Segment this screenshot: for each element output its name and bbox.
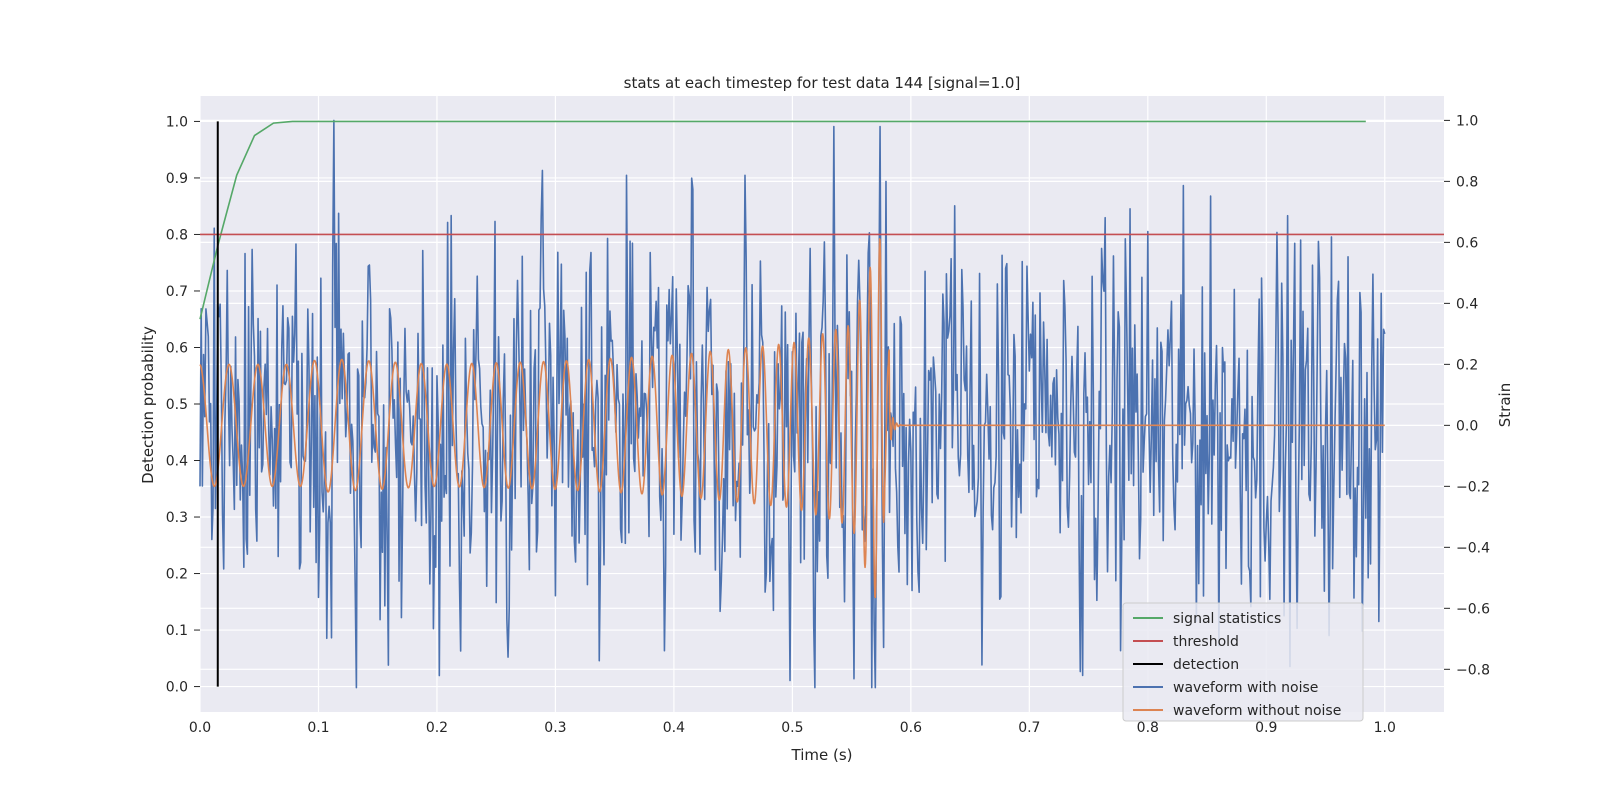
- x-tick-label: 0.5: [781, 720, 803, 736]
- legend-label: signal statistics: [1173, 611, 1281, 627]
- y-tick-label-right: 0.6: [1456, 235, 1478, 251]
- y-tick-label-right: −0.4: [1456, 540, 1490, 556]
- y-tick-label-right: −0.2: [1456, 479, 1490, 495]
- y-tick-label-left: 0.3: [166, 510, 188, 526]
- y-tick-label-right: 0.4: [1456, 296, 1478, 312]
- x-tick-label: 1.0: [1374, 720, 1396, 736]
- series-layer: [199, 119, 1444, 689]
- x-axis-label: Time (s): [791, 746, 853, 764]
- y-tick-label-left: 0.5: [166, 397, 188, 413]
- y-tick-label-right: −0.6: [1456, 601, 1490, 617]
- legend-label: waveform with noise: [1173, 680, 1318, 696]
- legend-box: [1122, 602, 1364, 722]
- y-tick-label-left: 1.0: [166, 114, 188, 130]
- y-tick-label-left: 0.8: [166, 227, 188, 243]
- y-tick-label-right: 1.0: [1456, 113, 1478, 129]
- y-tick-label-left: 0.1: [166, 623, 188, 639]
- legend: signal statistics threshold detection wavef…: [1122, 602, 1364, 722]
- chart-title: stats at each timestep for test data 144…: [624, 74, 1021, 92]
- x-tick-label: 0.6: [900, 720, 922, 736]
- y-tick-label-left: 0.0: [166, 680, 188, 696]
- y-tick-label-left: 0.7: [166, 284, 188, 300]
- x-tick-label: 0.8: [1137, 720, 1159, 736]
- legend-label: waveform without noise: [1173, 703, 1341, 719]
- legend-label: detection: [1173, 657, 1239, 673]
- y-tick-label-left: 0.6: [166, 340, 188, 356]
- y-axis-label-left: Detection probability: [139, 326, 157, 484]
- legend-label: threshold: [1173, 634, 1239, 650]
- y-tick-label-left: 0.2: [166, 567, 188, 583]
- x-tick-label: 0.2: [426, 720, 448, 736]
- x-tick-label: 0.0: [189, 720, 211, 736]
- series-waveform-without-noise: [199, 238, 1386, 599]
- y-tick-label-right: 0.2: [1456, 357, 1478, 373]
- y-tick-label-right: −0.8: [1456, 662, 1490, 678]
- x-tick-label: 0.9: [1255, 720, 1277, 736]
- x-tick-label: 0.1: [307, 720, 329, 736]
- y-tick-label-right: 0.8: [1456, 174, 1478, 190]
- x-tick-label: 0.4: [663, 720, 685, 736]
- y-tick-label-left: 0.9: [166, 171, 188, 187]
- y-axis-label-right: Strain: [1496, 383, 1514, 427]
- y-tick-label-right: 0.0: [1456, 418, 1478, 434]
- series-signal-statistics: [199, 120, 1366, 320]
- y-tick-label-left: 0.4: [166, 454, 188, 470]
- x-tick-label: 0.7: [1018, 720, 1040, 736]
- axes-layer: 0.0 0.1 0.2 0.3 0.4 0.5 0.6 0.7 0.8 0.9 1.0 0.0 0.1 0…: [166, 113, 1490, 736]
- x-tick-label: 0.3: [544, 720, 566, 736]
